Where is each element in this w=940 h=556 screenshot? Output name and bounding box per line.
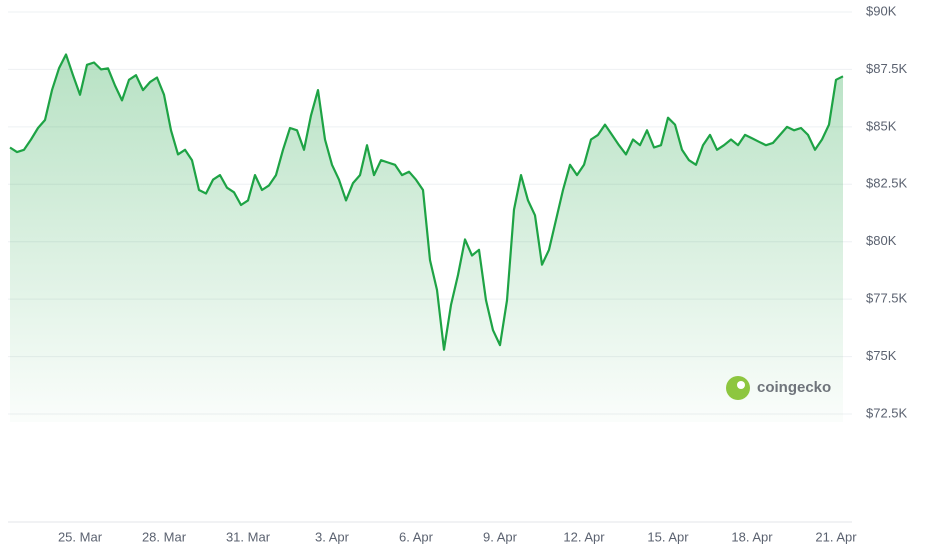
x-tick-label: 21. Apr [815, 529, 857, 544]
line [9, 53, 844, 351]
y-tick-label: $80K [866, 233, 897, 248]
x-tick-label: 25. Mar [58, 529, 103, 544]
watermark-logo-eye [737, 381, 745, 389]
x-tick-label: 9. Apr [483, 529, 518, 544]
y-tick-label: $82.5K [866, 176, 908, 191]
x-tick-label: 28. Mar [142, 529, 187, 544]
y-tick-label: $90K [866, 3, 897, 18]
y-tick-label: $72.5K [866, 405, 908, 420]
x-tick-label: 18. Apr [731, 529, 773, 544]
y-tick-label: $87.5K [866, 61, 908, 76]
y-tick-label: $85K [866, 118, 897, 133]
x-tick-label: 12. Apr [563, 529, 605, 544]
y-tick-label: $77.5K [866, 291, 908, 306]
watermark-logo [726, 376, 750, 400]
watermark: coingecko [726, 376, 831, 400]
x-tick-label: 31. Mar [226, 529, 271, 544]
x-tick-label: 3. Apr [315, 529, 350, 544]
area [10, 54, 843, 422]
y-tick-label: $75K [866, 348, 897, 363]
watermark-text: coingecko [757, 379, 831, 396]
x-tick-label: 15. Apr [647, 529, 689, 544]
x-tick-label: 6. Apr [399, 529, 434, 544]
